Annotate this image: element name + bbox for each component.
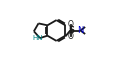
Text: O: O (68, 32, 74, 41)
Text: N: N (77, 26, 83, 35)
Text: O: O (68, 20, 74, 29)
Text: S: S (68, 26, 74, 35)
Text: HN: HN (33, 35, 43, 41)
